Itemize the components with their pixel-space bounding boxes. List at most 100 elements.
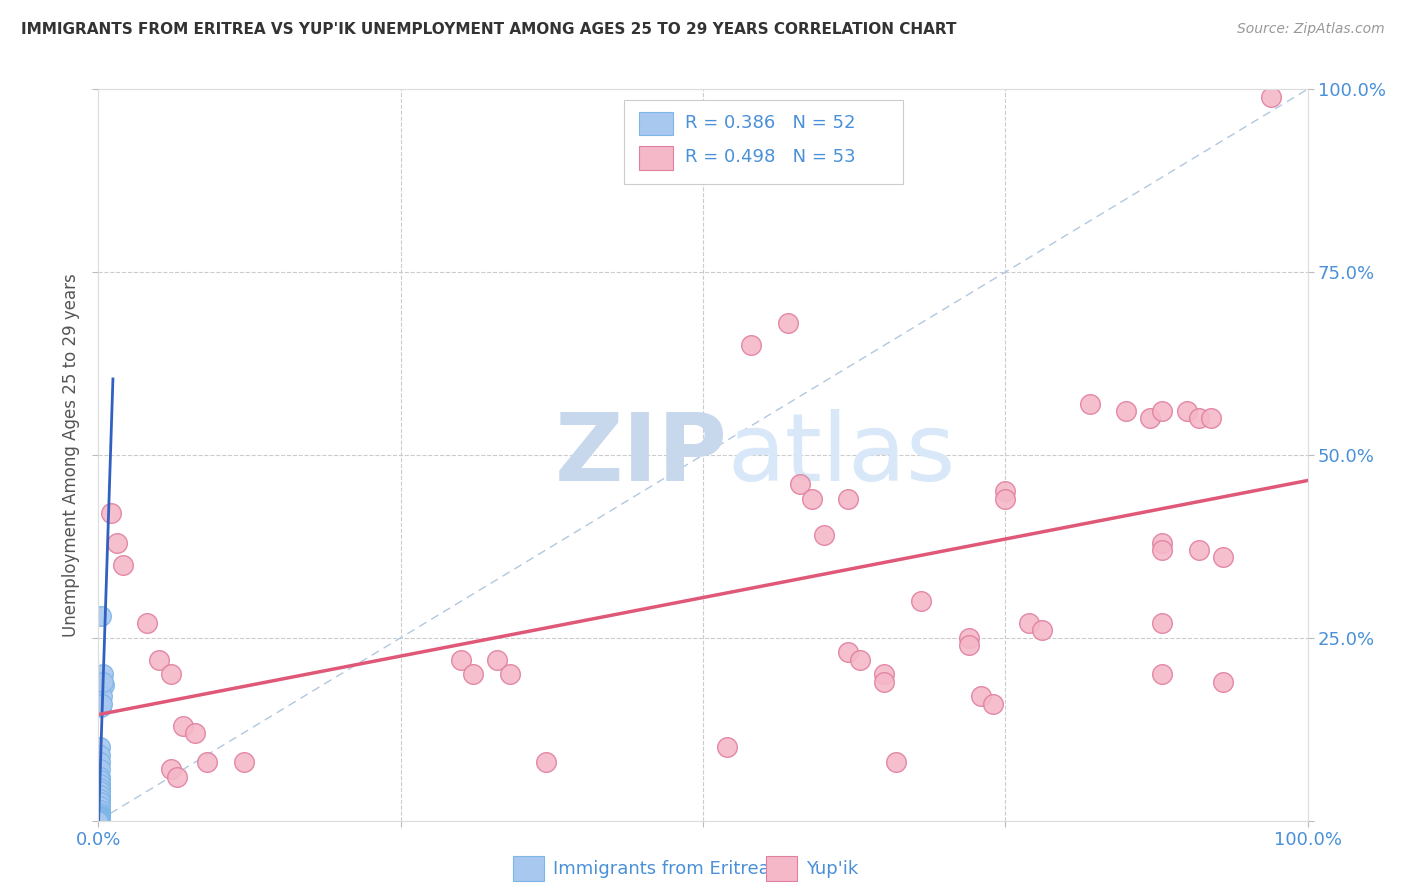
Point [87,814,110,828]
Point [1152,404,1174,418]
Point [994,491,1017,506]
Text: ZIP: ZIP [554,409,727,501]
Point [1031,624,1053,638]
Point [232,755,254,769]
Point [994,484,1017,499]
Point [87,814,110,828]
Point [166,770,188,784]
Point [89,777,111,791]
Point [1188,543,1211,558]
Point [87,814,110,828]
Point [87,814,110,828]
Point [1139,411,1161,425]
Point [89,773,111,788]
Point [89,799,111,814]
Point [886,755,908,769]
Point [87,814,110,828]
Point [89,810,111,824]
Point [789,477,811,491]
Point [160,667,183,681]
Point [87,814,110,828]
Point [873,674,896,689]
Point [1260,89,1282,103]
Point [486,653,509,667]
Point [89,806,111,821]
Bar [638,146,673,169]
Point [87,814,110,828]
Point [450,653,472,667]
Text: R = 0.386   N = 52: R = 0.386 N = 52 [685,114,855,132]
Text: R = 0.498   N = 53: R = 0.498 N = 53 [685,148,855,166]
Point [89,763,111,777]
Point [837,645,859,659]
Point [1018,616,1040,631]
Point [91,697,114,711]
Point [89,784,111,798]
Point [87,814,110,828]
Point [89,803,111,817]
Point [534,755,557,769]
Point [1078,397,1101,411]
Point [93,678,115,692]
Point [849,653,872,667]
Point [970,690,993,704]
Bar [624,100,903,185]
Point [463,667,485,681]
Text: IMMIGRANTS FROM ERITREA VS YUP'IK UNEMPLOYMENT AMONG AGES 25 TO 29 YEARS CORRELA: IMMIGRANTS FROM ERITREA VS YUP'IK UNEMPL… [21,22,956,37]
Point [716,740,738,755]
Point [89,811,111,825]
Point [740,338,762,352]
Point [184,726,207,740]
Point [813,528,835,542]
Point [89,791,111,805]
Point [105,535,128,549]
Point [87,814,110,828]
Point [89,770,111,784]
Point [148,653,170,667]
Point [89,796,111,810]
Point [1212,550,1234,565]
Point [87,814,110,828]
Point [910,594,932,608]
Point [1115,404,1137,418]
Point [91,674,114,689]
Point [89,755,111,769]
Point [776,316,799,330]
Text: Immigrants from Eritrea: Immigrants from Eritrea [553,860,769,878]
Point [87,814,110,828]
Point [90,700,112,714]
Point [172,718,194,732]
Point [89,807,111,822]
Point [957,638,980,652]
Point [87,814,110,828]
Point [89,809,111,823]
Point [87,814,110,828]
Text: Source: ZipAtlas.com: Source: ZipAtlas.com [1237,22,1385,37]
Point [111,558,134,572]
Point [89,780,111,795]
Bar [638,112,673,136]
Point [89,740,111,755]
Point [89,812,111,826]
Point [957,631,980,645]
Point [89,747,111,762]
Point [498,667,520,681]
Point [89,814,111,828]
Point [90,608,112,623]
Point [87,814,110,828]
Point [981,697,1004,711]
Point [1212,674,1234,689]
Point [87,814,110,828]
Point [89,813,111,827]
Point [91,690,114,704]
Point [1152,667,1174,681]
Point [1188,411,1211,425]
Point [89,812,111,826]
Y-axis label: Unemployment Among Ages 25 to 29 years: Unemployment Among Ages 25 to 29 years [62,273,80,637]
Text: atlas: atlas [727,409,956,501]
Point [87,814,110,828]
Point [100,507,122,521]
Point [1199,411,1222,425]
Point [87,814,110,828]
Point [135,616,157,631]
